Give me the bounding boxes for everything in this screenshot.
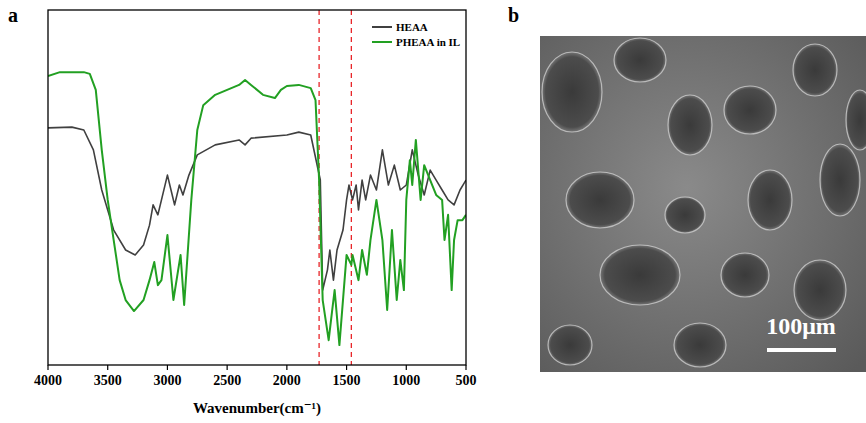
- pore: [794, 260, 846, 320]
- pore: [721, 253, 769, 297]
- x-tick-label: 1500: [333, 373, 361, 388]
- x-tick: [227, 365, 228, 370]
- spectrum-line: [48, 72, 466, 345]
- legend-swatch: [372, 26, 392, 28]
- pore: [668, 95, 712, 155]
- plot-area: [48, 72, 466, 345]
- pore: [548, 325, 592, 365]
- pore: [674, 323, 726, 367]
- x-tick: [346, 365, 347, 370]
- scale-bar-label: 100μm: [766, 313, 836, 339]
- legend-swatch: [372, 41, 392, 43]
- legend-label: PHEAA in IL: [396, 36, 460, 48]
- pore: [542, 52, 602, 132]
- x-tick: [47, 365, 48, 370]
- plot-frame: [48, 10, 466, 365]
- pore: [748, 170, 792, 230]
- x-tick: [286, 365, 287, 370]
- x-tick-label: 1000: [392, 373, 420, 388]
- pore: [600, 245, 680, 305]
- reference-line: [351, 10, 352, 365]
- x-tick-label: 3000: [153, 373, 181, 388]
- x-tick-label: 4000: [34, 373, 62, 388]
- scale-bar: [767, 348, 836, 352]
- sem-image: [540, 36, 866, 372]
- pore: [793, 44, 837, 96]
- figure: a 4000 3500 3000 2500 2000 1500 1000 500 Wavenumb…: [0, 0, 866, 423]
- x-tick: [406, 365, 407, 370]
- x-tick-label: 2500: [213, 373, 241, 388]
- x-tick-label: 500: [456, 373, 477, 388]
- pore: [566, 172, 634, 228]
- x-tick: [167, 365, 168, 370]
- pore: [614, 38, 666, 82]
- panel-label: a: [8, 4, 18, 26]
- x-tick-label: 3500: [94, 373, 122, 388]
- x-tick-label: 2000: [273, 373, 301, 388]
- legend-label: HEAA: [396, 21, 428, 33]
- pore: [665, 197, 705, 233]
- pore: [820, 144, 860, 216]
- x-axis-title: Wavenumber(cm⁻¹): [193, 400, 321, 417]
- spectrum-line: [48, 127, 466, 290]
- panel-label: b: [508, 4, 519, 26]
- pore: [724, 86, 776, 134]
- pore: [846, 90, 866, 150]
- x-tick: [107, 365, 108, 370]
- x-tick: [465, 365, 466, 370]
- sem-background: [540, 36, 866, 372]
